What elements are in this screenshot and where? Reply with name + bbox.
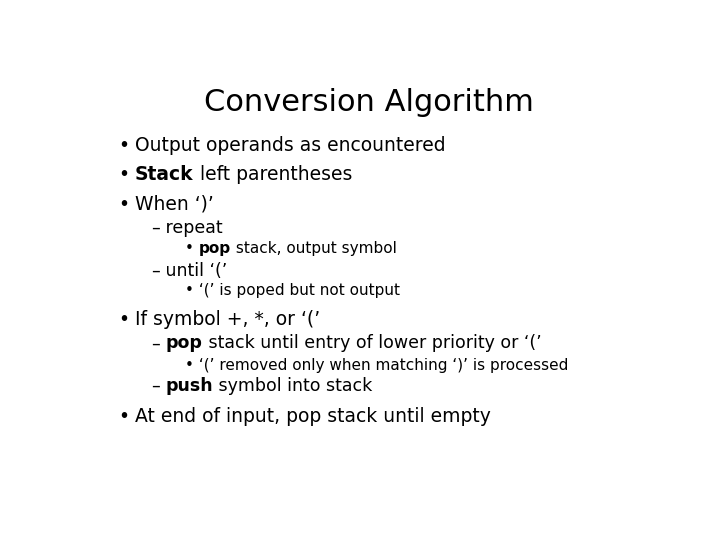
Text: symbol into stack: symbol into stack: [213, 377, 372, 395]
Text: •: •: [185, 282, 194, 298]
Text: If symbol +, *, or ‘(’: If symbol +, *, or ‘(’: [129, 310, 320, 329]
Text: stack until entry of lower priority or ‘(’: stack until entry of lower priority or ‘…: [202, 334, 541, 353]
Text: left parentheses: left parentheses: [194, 165, 352, 185]
Text: push: push: [166, 377, 213, 395]
Text: pop: pop: [199, 241, 230, 256]
Text: ‘(’ is poped but not output: ‘(’ is poped but not output: [194, 282, 400, 298]
Text: When ‘)’: When ‘)’: [129, 194, 214, 214]
Text: pop: pop: [166, 334, 202, 353]
Text: repeat: repeat: [160, 219, 222, 237]
Text: Stack: Stack: [135, 165, 194, 185]
Text: •: •: [118, 310, 129, 329]
Text: ‘(’ removed only when matching ‘)’ is processed: ‘(’ removed only when matching ‘)’ is pr…: [194, 357, 568, 373]
Text: Output operands as encountered: Output operands as encountered: [129, 137, 446, 156]
Text: •: •: [118, 137, 129, 156]
Text: –: –: [151, 334, 160, 353]
Text: –: –: [151, 219, 160, 237]
Text: –: –: [151, 261, 160, 280]
Text: •: •: [118, 407, 129, 426]
Text: •: •: [118, 165, 129, 185]
Text: –: –: [151, 377, 160, 395]
Text: •: •: [185, 357, 194, 373]
Text: Conversion Algorithm: Conversion Algorithm: [204, 87, 534, 117]
Text: At end of input, pop stack until empty: At end of input, pop stack until empty: [129, 407, 491, 426]
Text: •: •: [185, 241, 194, 256]
Text: stack, output symbol: stack, output symbol: [230, 241, 397, 256]
Text: •: •: [118, 194, 129, 214]
Text: until ‘(’: until ‘(’: [160, 261, 228, 280]
